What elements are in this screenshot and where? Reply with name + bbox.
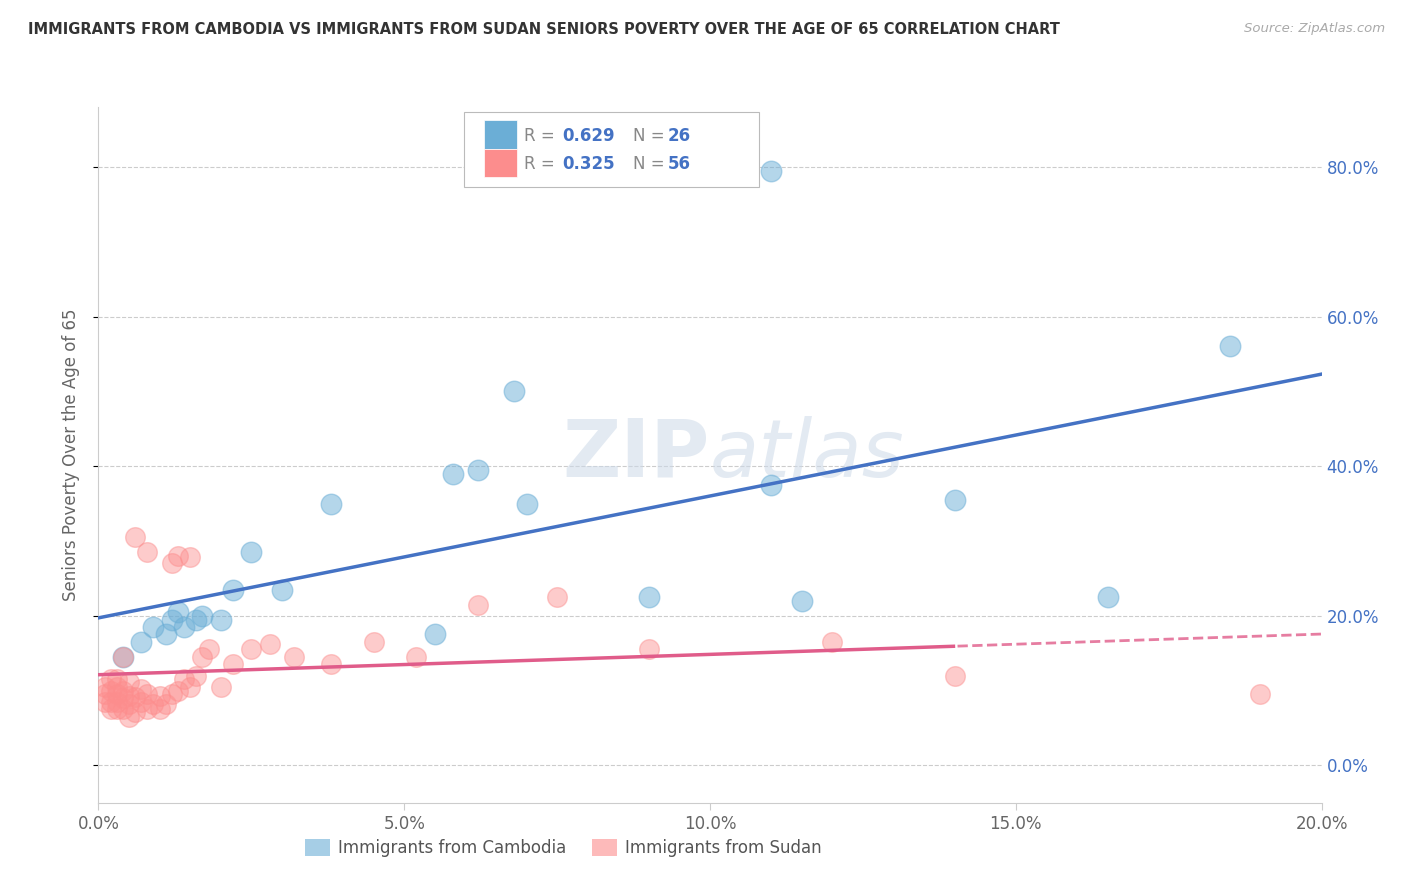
Point xyxy=(1249,687,1271,701)
Point xyxy=(363,635,385,649)
Point xyxy=(124,705,146,719)
Point xyxy=(759,163,782,178)
Point xyxy=(105,702,128,716)
Point xyxy=(319,657,342,672)
Point xyxy=(136,545,159,559)
Text: 0.629: 0.629 xyxy=(562,127,614,145)
Point xyxy=(637,590,661,604)
Point xyxy=(118,697,141,711)
Point xyxy=(129,682,152,697)
Point xyxy=(173,673,195,687)
Point xyxy=(124,690,146,704)
Point xyxy=(283,649,305,664)
Point xyxy=(179,550,201,565)
Point xyxy=(105,673,128,687)
Point xyxy=(270,582,292,597)
Point xyxy=(100,673,122,687)
Point xyxy=(319,497,342,511)
Point xyxy=(759,478,782,492)
Point xyxy=(124,530,146,544)
Point xyxy=(111,649,134,664)
Point xyxy=(118,710,141,724)
Point xyxy=(441,467,464,481)
Point xyxy=(93,680,115,694)
Point xyxy=(136,702,159,716)
Point xyxy=(1097,590,1119,604)
Point xyxy=(93,687,115,701)
Point xyxy=(222,582,245,597)
Point xyxy=(129,695,152,709)
Point xyxy=(111,691,134,706)
Point xyxy=(516,497,538,511)
Point xyxy=(173,620,195,634)
Point xyxy=(467,463,489,477)
Point xyxy=(186,668,208,682)
Point xyxy=(1219,339,1241,353)
Point xyxy=(160,687,183,701)
Legend: Immigrants from Cambodia, Immigrants from Sudan: Immigrants from Cambodia, Immigrants fro… xyxy=(298,832,828,864)
Point xyxy=(186,613,208,627)
Point xyxy=(503,384,526,399)
Text: 56: 56 xyxy=(668,155,690,173)
Point xyxy=(129,635,152,649)
Point xyxy=(149,702,172,716)
Point xyxy=(105,680,128,694)
Text: IMMIGRANTS FROM CAMBODIA VS IMMIGRANTS FROM SUDAN SENIORS POVERTY OVER THE AGE O: IMMIGRANTS FROM CAMBODIA VS IMMIGRANTS F… xyxy=(28,22,1060,37)
Text: R =: R = xyxy=(524,127,561,145)
Point xyxy=(100,683,122,698)
Point xyxy=(191,608,214,623)
Point xyxy=(222,657,245,672)
Point xyxy=(191,649,214,664)
Point xyxy=(637,642,661,657)
Point xyxy=(240,642,263,657)
Point xyxy=(136,687,159,701)
Point xyxy=(209,613,232,627)
Point xyxy=(546,590,568,604)
Point xyxy=(93,695,115,709)
Point xyxy=(197,642,219,657)
Point xyxy=(423,627,446,641)
Point xyxy=(821,635,844,649)
Point xyxy=(142,620,165,634)
Point xyxy=(405,649,427,664)
Point xyxy=(155,627,177,641)
Point xyxy=(160,613,183,627)
Point xyxy=(100,695,122,709)
Point xyxy=(943,668,966,682)
Text: Source: ZipAtlas.com: Source: ZipAtlas.com xyxy=(1244,22,1385,36)
Point xyxy=(105,687,128,701)
Point xyxy=(100,702,122,716)
Text: N =: N = xyxy=(633,155,669,173)
Y-axis label: Seniors Poverty Over the Age of 65: Seniors Poverty Over the Age of 65 xyxy=(62,309,80,601)
Point xyxy=(943,492,966,507)
Point xyxy=(209,680,232,694)
Point xyxy=(118,689,141,703)
Point xyxy=(467,598,489,612)
Point xyxy=(111,649,134,664)
Point xyxy=(259,637,281,651)
Text: R =: R = xyxy=(524,155,561,173)
Text: 0.325: 0.325 xyxy=(562,155,614,173)
Point xyxy=(167,683,190,698)
Point xyxy=(118,674,141,689)
Point xyxy=(167,605,190,619)
Text: 26: 26 xyxy=(668,127,690,145)
Point xyxy=(167,549,190,563)
Point xyxy=(179,680,201,694)
Text: N =: N = xyxy=(633,127,669,145)
Point xyxy=(111,683,134,698)
Point xyxy=(240,545,263,559)
Point xyxy=(142,697,165,711)
Point xyxy=(160,557,183,571)
Text: ZIP: ZIP xyxy=(562,416,710,494)
Text: atlas: atlas xyxy=(710,416,905,494)
Point xyxy=(111,702,134,716)
Point xyxy=(790,594,813,608)
Point xyxy=(155,697,177,711)
Point xyxy=(105,695,128,709)
Point xyxy=(149,689,172,703)
